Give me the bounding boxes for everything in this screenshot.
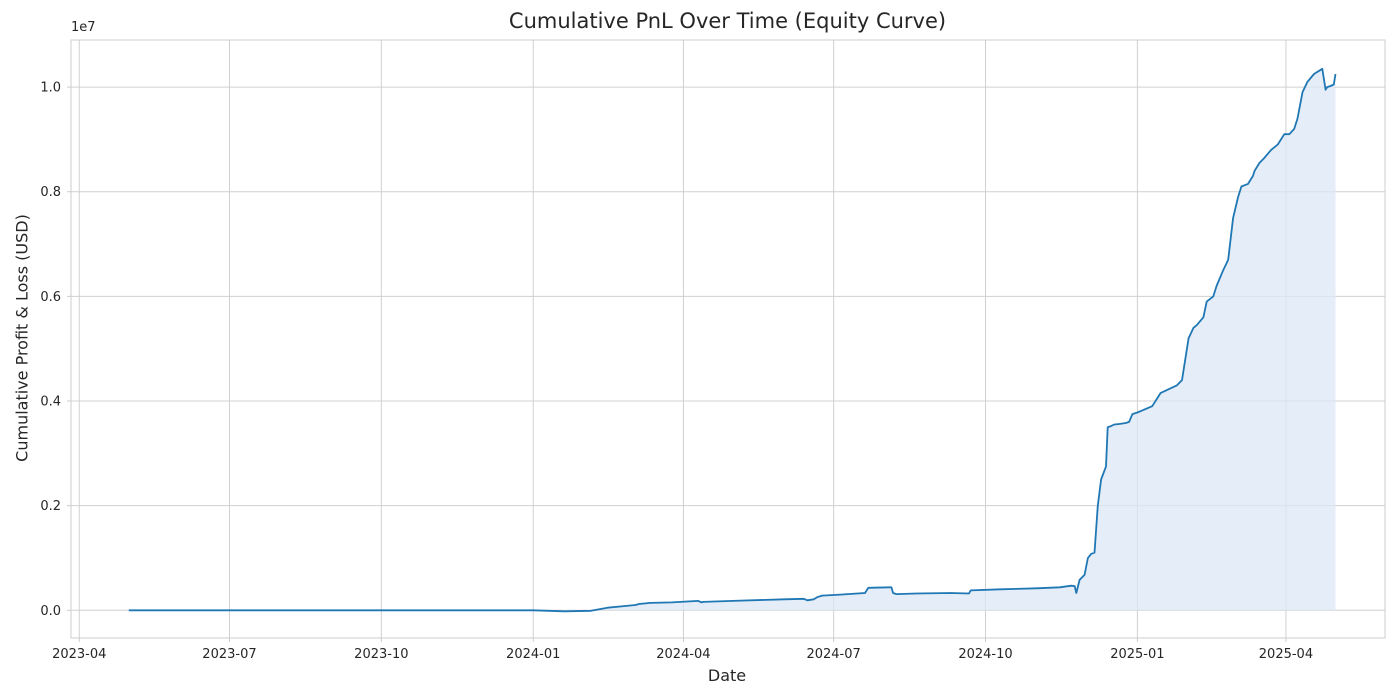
x-tick-label: 2024-10 xyxy=(958,647,1012,662)
x-tick-label: 2023-04 xyxy=(52,647,106,662)
series-area-fill xyxy=(128,68,1336,612)
x-tick-label: 2025-04 xyxy=(1259,647,1313,662)
x-tick-label: 2024-01 xyxy=(506,647,560,662)
y-tick-label: 0.0 xyxy=(40,604,61,619)
area-fill-layer xyxy=(128,68,1336,612)
y-offset-label: 1e7 xyxy=(71,20,96,35)
y-tick-label: 0.8 xyxy=(40,185,61,200)
series-line xyxy=(128,67,1337,613)
tick-labels: 2023-04 2023-07 2023-10 2024-01 2024-04 2024-… xyxy=(40,81,1313,662)
y-tick-label: 1.0 xyxy=(40,81,61,96)
y-tick-label: 0.6 xyxy=(40,290,61,305)
x-tick-label: 2023-10 xyxy=(354,647,408,662)
x-axis-label: Date xyxy=(707,666,747,685)
x-tick-label: 2024-04 xyxy=(656,647,710,662)
x-tick-label: 2023-07 xyxy=(202,647,256,662)
y-tick-label: 0.2 xyxy=(40,499,61,514)
y-tick-label: 0.4 xyxy=(40,394,61,409)
plot-frame xyxy=(70,39,1386,639)
series-line-layer xyxy=(128,67,1337,613)
x-tick-label: 2024-07 xyxy=(806,647,860,662)
x-tick-label: 2025-01 xyxy=(1110,647,1164,662)
chart-title: Cumulative PnL Over Time (Equity Curve) xyxy=(508,9,947,33)
